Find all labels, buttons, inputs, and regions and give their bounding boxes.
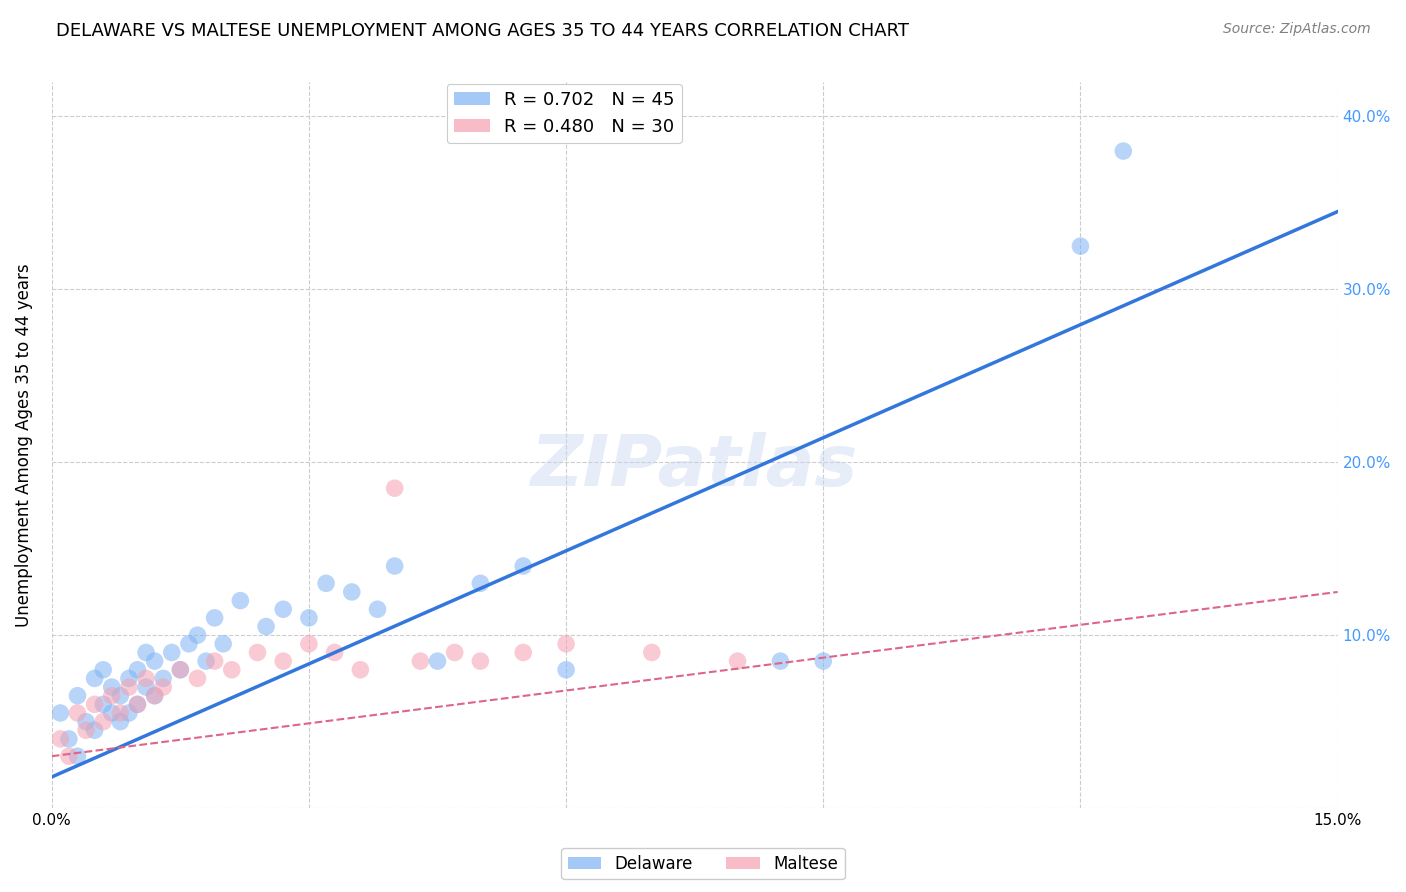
Point: [204, 654, 226, 668]
Point: [83, 698, 105, 712]
Point: [143, 654, 166, 668]
Text: Source: ZipAtlas.com: Source: ZipAtlas.com: [1223, 22, 1371, 37]
Point: [160, 645, 183, 659]
Point: [127, 698, 149, 712]
Point: [229, 593, 252, 607]
Point: [66, 749, 89, 764]
Point: [426, 654, 449, 668]
Point: [118, 706, 141, 720]
Point: [118, 680, 141, 694]
Point: [75, 714, 97, 729]
Point: [83, 672, 105, 686]
Point: [470, 576, 492, 591]
Point: [186, 672, 208, 686]
Point: [169, 663, 191, 677]
Point: [169, 663, 191, 677]
Point: [143, 689, 166, 703]
Point: [100, 680, 122, 694]
Point: [91, 714, 114, 729]
Point: [83, 723, 105, 738]
Point: [470, 654, 492, 668]
Legend: Delaware, Maltese: Delaware, Maltese: [561, 848, 845, 880]
Legend: R = 0.702   N = 45, R = 0.480   N = 30: R = 0.702 N = 45, R = 0.480 N = 30: [447, 84, 682, 143]
Point: [340, 585, 363, 599]
Point: [135, 645, 157, 659]
Point: [143, 689, 166, 703]
Point: [409, 654, 432, 668]
Point: [100, 706, 122, 720]
Point: [127, 663, 149, 677]
Point: [66, 689, 89, 703]
Point: [127, 698, 149, 712]
Point: [641, 645, 664, 659]
Point: [135, 680, 157, 694]
Point: [204, 611, 226, 625]
Point: [110, 714, 132, 729]
Point: [221, 663, 243, 677]
Point: [323, 645, 346, 659]
Text: DELAWARE VS MALTESE UNEMPLOYMENT AMONG AGES 35 TO 44 YEARS CORRELATION CHART: DELAWARE VS MALTESE UNEMPLOYMENT AMONG A…: [56, 22, 910, 40]
Point: [315, 576, 337, 591]
Point: [152, 672, 174, 686]
Point: [49, 706, 72, 720]
Point: [58, 749, 80, 764]
Point: [186, 628, 208, 642]
Point: [66, 706, 89, 720]
Point: [512, 559, 534, 574]
Point: [1069, 239, 1091, 253]
Point: [152, 680, 174, 694]
Point: [271, 654, 294, 668]
Point: [298, 611, 321, 625]
Point: [384, 559, 406, 574]
Point: [100, 689, 122, 703]
Point: [271, 602, 294, 616]
Point: [118, 672, 141, 686]
Point: [555, 663, 578, 677]
Point: [110, 706, 132, 720]
Point: [49, 731, 72, 746]
Point: [727, 654, 749, 668]
Point: [135, 672, 157, 686]
Text: ZIPatlas: ZIPatlas: [531, 433, 859, 501]
Point: [246, 645, 269, 659]
Point: [769, 654, 792, 668]
Point: [91, 663, 114, 677]
Point: [195, 654, 218, 668]
Point: [512, 645, 534, 659]
Point: [91, 698, 114, 712]
Point: [1112, 144, 1135, 158]
Point: [443, 645, 465, 659]
Point: [813, 654, 835, 668]
Point: [254, 619, 277, 633]
Point: [349, 663, 371, 677]
Point: [58, 731, 80, 746]
Point: [366, 602, 388, 616]
Point: [110, 689, 132, 703]
Point: [212, 637, 235, 651]
Point: [384, 481, 406, 495]
Point: [298, 637, 321, 651]
Point: [75, 723, 97, 738]
Point: [177, 637, 200, 651]
Point: [555, 637, 578, 651]
Y-axis label: Unemployment Among Ages 35 to 44 years: Unemployment Among Ages 35 to 44 years: [15, 263, 32, 627]
